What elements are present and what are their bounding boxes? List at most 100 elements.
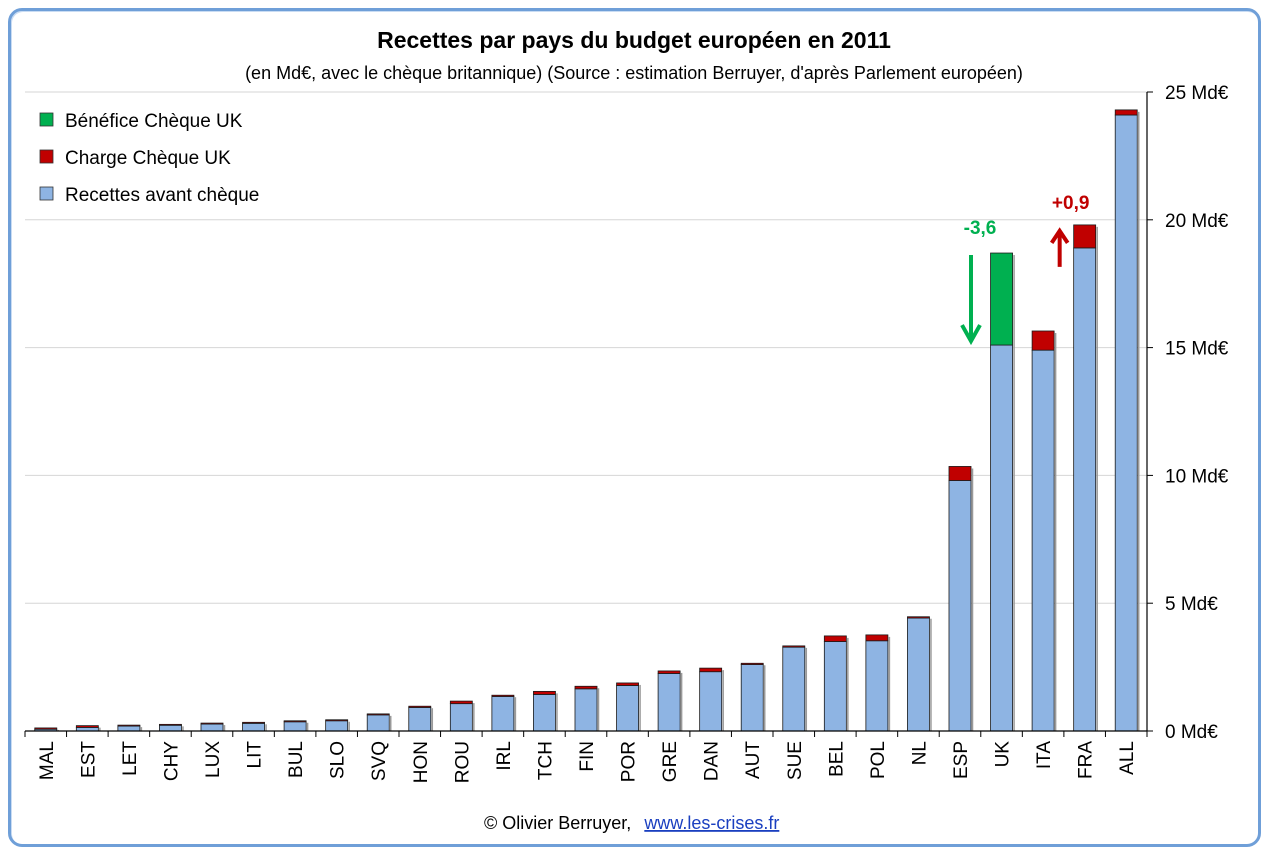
bar-recettes-let — [117, 725, 141, 732]
x-tick-label-rou: ROU — [452, 741, 473, 783]
x-tick-label-irl: IRL — [494, 741, 515, 771]
legend-swatch — [39, 186, 54, 201]
x-tick-label-slo: SLO — [328, 741, 349, 779]
bar-recettes-slo — [325, 720, 349, 732]
bar-recettes-svq — [366, 714, 390, 732]
y-tick-label: 20 Md€ — [1165, 211, 1229, 232]
bar-charge-all — [1114, 109, 1138, 116]
x-tick-label-aut: AUT — [743, 741, 764, 779]
bar-charge-aut — [740, 662, 764, 665]
legend-label: Bénéfice Chèque UK — [65, 111, 243, 132]
bar-charge-nl — [907, 616, 930, 619]
bars — [34, 109, 1140, 732]
x-tick-label-ita: ITA — [1034, 741, 1055, 769]
y-tick-label: 5 Md€ — [1165, 594, 1218, 615]
bar-recettes-rou — [449, 703, 473, 732]
bar-charge-por — [616, 682, 639, 686]
footer: © Olivier Berruyer, www.les-crises.fr — [484, 813, 779, 833]
bar-charge-ita — [1031, 330, 1055, 351]
legend-label: Charge Chèque UK — [65, 148, 231, 169]
bar-recettes-lux — [200, 723, 224, 732]
annotation-fra: +0,9 — [1050, 193, 1090, 267]
chart-subtitle: (en Md€, avec le chèque britannique) (So… — [245, 63, 1023, 83]
bar-recettes-tch — [533, 694, 556, 732]
annotation-uk-label: -3,6 — [964, 218, 997, 239]
footer-credit: © Olivier Berruyer, — [484, 813, 631, 833]
bar-charge-tch — [533, 690, 556, 695]
bar-charge-fin — [574, 685, 598, 690]
bar-recettes-gre — [657, 673, 681, 732]
bar-charge-sue — [782, 645, 806, 648]
bar-recettes-irl — [491, 696, 515, 732]
legend: Bénéfice Chèque UK Charge Chèque UK Recett… — [39, 111, 259, 206]
bar-charge-slo — [325, 719, 349, 722]
bar-charge-dan — [699, 667, 723, 673]
x-tick-label-dan: DAN — [702, 741, 723, 781]
bar-charge-lux — [200, 722, 224, 725]
bar-recettes-por — [616, 685, 639, 732]
x-tick-label-pol: POL — [868, 741, 889, 779]
bar-charge-est — [75, 725, 99, 728]
bar-recettes-bul — [283, 721, 307, 732]
x-tick-labels: MAL EST LET CHY LUX LIT BUL SLO SVQ HON ROU IRL TCH F… — [37, 741, 1138, 784]
bar-recettes-bel — [823, 641, 847, 732]
bar-recettes-fin — [574, 688, 598, 732]
annotation-fra-label: +0,9 — [1052, 193, 1090, 214]
x-tick-label-lux: LUX — [203, 741, 224, 778]
x-tick-label-mal: MAL — [37, 741, 58, 780]
bar-charge-bul — [283, 720, 307, 723]
bar-charge-bel — [823, 635, 847, 642]
bar-recettes-nl — [907, 617, 930, 732]
legend-swatch — [39, 149, 54, 164]
bar-recettes-fra — [1073, 247, 1097, 732]
bar-recettes-pol — [865, 640, 889, 732]
down-arrow-icon — [960, 255, 982, 346]
footer-link[interactable]: www.les-crises.fr — [643, 813, 779, 833]
y-tick-label: 0 Md€ — [1165, 722, 1218, 743]
bar-charge-fra — [1073, 224, 1097, 249]
bar-recettes-dan — [699, 671, 723, 732]
y-tick-label: 15 Md€ — [1165, 339, 1229, 360]
x-tick-label-tch: TCH — [535, 741, 556, 780]
x-tick-label-chy: CHY — [161, 741, 182, 781]
y-tick-label: 25 Md€ — [1165, 83, 1229, 104]
x-tick-label-fra: FRA — [1076, 741, 1097, 779]
legend-swatch — [39, 112, 54, 127]
bar-recettes-sue — [782, 646, 806, 732]
x-tick-label-por: POR — [619, 741, 640, 782]
bar-charge-lit — [242, 721, 265, 724]
bar-recettes-esp — [948, 480, 972, 732]
x-tick-label-est: EST — [78, 741, 99, 778]
bar-recettes-all — [1114, 114, 1138, 732]
bar-charge-esp — [948, 466, 972, 481]
x-tick-label-esp: ESP — [951, 741, 972, 779]
bar-charge-pol — [865, 634, 889, 642]
x-tick-label-bel: BEL — [826, 741, 847, 777]
bar-charge-gre — [657, 670, 681, 674]
y-tick-labels: 0 Md€ 5 Md€ 10 Md€ 15 Md€ 20 Md€ 25 Md€ — [1147, 83, 1229, 743]
up-arrow-icon — [1050, 227, 1070, 267]
bar-recettes-uk — [990, 344, 1013, 732]
legend-label: Recettes avant chèque — [65, 185, 259, 206]
bar-charge-irl — [491, 694, 515, 697]
x-tick-label-bul: BUL — [286, 741, 307, 778]
bar-charge-hon — [408, 705, 432, 708]
annotation-uk: -3,6 — [960, 218, 997, 346]
bar-recettes-aut — [740, 664, 764, 732]
bar-benefice-uk — [990, 252, 1013, 346]
x-tick-label-lit: LIT — [245, 741, 266, 769]
bar-charge-mal — [34, 727, 58, 730]
bar-recettes-hon — [408, 707, 432, 732]
x-tick-label-all: ALL — [1117, 741, 1138, 775]
x-tick-label-sue: SUE — [785, 741, 806, 780]
bar-recettes-ita — [1031, 349, 1055, 732]
bar-recettes-chy — [159, 724, 182, 732]
bar-charge-chy — [159, 723, 182, 726]
bar-charge-let — [117, 724, 141, 727]
bar-charge-svq — [366, 713, 390, 716]
bar-recettes-lit — [242, 722, 265, 732]
chart-title: Recettes par pays du budget européen en … — [377, 27, 891, 53]
x-tick-label-gre: GRE — [660, 741, 681, 782]
x-tick-label-uk: UK — [993, 741, 1014, 768]
